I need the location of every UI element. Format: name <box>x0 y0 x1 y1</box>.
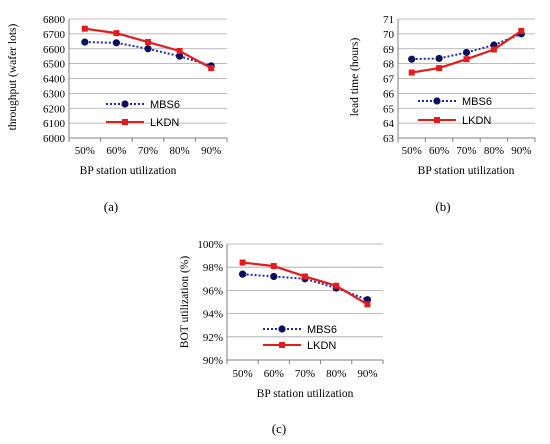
x-tick-label: 80% <box>484 145 504 157</box>
data-point-mbs6 <box>81 38 89 46</box>
y-tick-label: 6600 <box>43 44 66 56</box>
y-tick-label: 6400 <box>43 74 66 86</box>
data-point-lkdn <box>490 46 497 53</box>
legend-marker-lkdn <box>434 117 440 123</box>
panel-caption: (a) <box>104 199 118 214</box>
series-line-mbs6 <box>411 32 522 61</box>
y-tick-label: 6200 <box>43 103 66 115</box>
y-axis-title: BOT utilization (%) <box>179 256 191 349</box>
y-tick-label: 64 <box>383 118 395 130</box>
series-line-mbs6 <box>242 273 368 301</box>
panel-caption: (b) <box>435 199 450 214</box>
y-tick-label: 90% <box>203 355 223 367</box>
y-tick-label: 94% <box>203 309 223 321</box>
x-axis-title: BP station utilization <box>80 165 177 177</box>
y-tick-label: 92% <box>203 332 223 344</box>
x-tick-label: 90% <box>511 145 531 157</box>
chart-panel-c: 90%92%94%96%98%100%50% 60% 70% 80% 90%BP sta… <box>179 239 384 436</box>
y-tick-label: 96% <box>203 285 223 297</box>
legend: MBS6 LKDN <box>106 99 180 129</box>
y-tick-label: 68 <box>383 59 395 71</box>
x-axis-title: BP station utilization <box>257 388 354 400</box>
data-point-lkdn <box>333 282 340 289</box>
data-point-lkdn <box>364 301 371 308</box>
y-tick-label: 6000 <box>43 133 66 145</box>
x-tick-label: 70% <box>295 368 315 380</box>
x-tick-label: 50% <box>75 145 95 157</box>
x-tick-label: 90% <box>357 368 377 380</box>
legend-label-lkdn: LKDN <box>150 117 179 129</box>
y-tick-label: 6300 <box>43 88 66 100</box>
data-point-lkdn <box>239 259 246 266</box>
x-tick-label: 50% <box>402 145 422 157</box>
data-point-lkdn <box>463 56 470 63</box>
legend-marker-lkdn <box>122 119 128 125</box>
chart-panel-a: 6000 6100 6200 6300 6400 6500 6600 6700 6800 50% 6… <box>7 14 228 214</box>
data-point-lkdn <box>302 273 308 280</box>
x-tick-label: 80% <box>170 145 190 157</box>
x-tick-label: 90% <box>201 145 221 157</box>
data-point-mbs6 <box>435 54 443 63</box>
y-tick-label: 63 <box>383 133 395 145</box>
data-point-lkdn <box>176 47 183 54</box>
data-point-lkdn <box>81 25 88 32</box>
legend: MBS6 LKDN <box>418 96 492 127</box>
y-tick-label: 70 <box>383 29 395 41</box>
legend-label-lkdn: LKDN <box>462 115 491 127</box>
y-tick-label: 66 <box>383 88 395 100</box>
x-tick-label: 60% <box>106 145 126 157</box>
y-tick-label: 69 <box>383 44 395 56</box>
data-point-mbs6 <box>239 270 247 278</box>
data-point-lkdn <box>408 69 415 76</box>
legend-marker-mbs6 <box>278 325 286 333</box>
x-tick-label: 50% <box>233 368 253 380</box>
data-point-lkdn <box>208 65 215 72</box>
x-tick-label: 60% <box>264 368 284 380</box>
data-point-mbs6 <box>462 48 471 57</box>
y-tick-label: 6100 <box>43 118 66 130</box>
data-point-mbs6 <box>112 39 120 47</box>
legend-marker-lkdn <box>279 342 285 348</box>
data-point-lkdn <box>113 30 120 37</box>
y-axis-title: lead time (hours) <box>349 38 361 117</box>
y-tick-label: 67 <box>383 74 395 86</box>
data-point-mbs6 <box>408 55 416 63</box>
series-line-mbs6 <box>84 41 212 67</box>
chart-panel-b: 63 64 65 66 67 68 69 70 71 50% 60% 70% 80% 90% BP stat… <box>349 14 536 214</box>
legend-label-mbs6: MBS6 <box>150 99 180 111</box>
legend-marker-mbs6 <box>121 100 129 108</box>
y-tick-label: 65 <box>383 103 395 115</box>
legend-marker-mbs6 <box>433 97 441 105</box>
data-point-lkdn <box>145 39 151 46</box>
legend-label-mbs6: MBS6 <box>307 324 337 336</box>
legend-label-mbs6: MBS6 <box>462 96 492 108</box>
panel-caption: (c) <box>272 421 286 436</box>
series-line-lkdn <box>242 261 368 306</box>
data-point-lkdn <box>518 27 525 34</box>
legend-label-lkdn: LKDN <box>307 340 336 352</box>
x-tick-label: 70% <box>456 145 476 157</box>
y-tick-label: 6500 <box>43 59 66 71</box>
data-point-mbs6 <box>144 45 152 53</box>
x-tick-label: 60% <box>429 145 449 157</box>
data-point-mbs6 <box>176 52 184 60</box>
y-axis-title: throughput (wafer lots) <box>7 23 19 130</box>
x-tick-label: 70% <box>138 145 158 157</box>
y-tick-label: 6700 <box>43 29 66 41</box>
data-point-lkdn <box>436 65 443 72</box>
y-tick-label: 98% <box>203 262 223 274</box>
legend: MBS6 LKDN <box>263 324 337 352</box>
data-point-mbs6 <box>270 272 278 281</box>
y-tick-label: 71 <box>383 14 394 26</box>
x-tick-label: 80% <box>326 368 346 380</box>
y-tick-label: 100% <box>197 239 223 251</box>
data-point-lkdn <box>270 263 277 270</box>
y-tick-label: 6800 <box>43 14 66 26</box>
x-axis-title: BP station utilization <box>418 165 515 177</box>
